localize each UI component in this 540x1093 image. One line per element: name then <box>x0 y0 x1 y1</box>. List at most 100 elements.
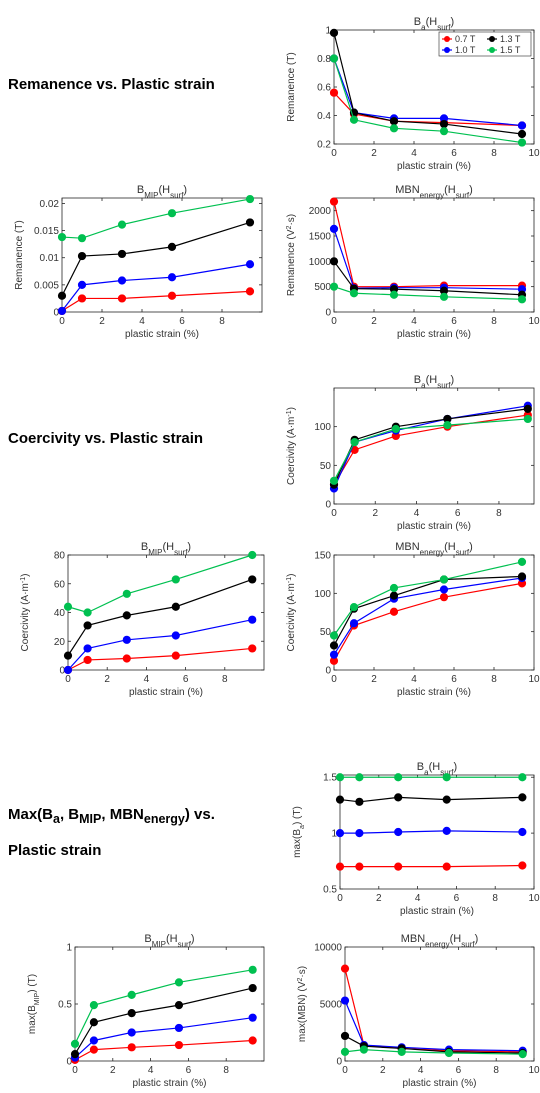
data-point-1_3T <box>517 129 527 139</box>
data-point-1_0T <box>127 1028 136 1037</box>
data-point-1_5T <box>442 773 451 782</box>
y-tick-label: 0.005 <box>34 280 59 291</box>
data-point-1_5T <box>329 54 339 63</box>
legend-label-1_5T: 1.5 T <box>500 45 521 55</box>
data-point-1_0T <box>77 280 87 289</box>
data-point-1_0T <box>89 1036 99 1045</box>
data-point-1_3T <box>63 651 73 660</box>
chart-title: BMIP(Hsurf) <box>137 184 187 200</box>
data-point-1_5T <box>397 1047 406 1056</box>
x-tick-label: 0 <box>342 1065 348 1076</box>
y-tick-label: 0.8 <box>317 54 331 65</box>
x-tick-label: 0 <box>65 674 71 685</box>
data-point-1_3T <box>57 291 67 300</box>
legend-box <box>438 31 532 57</box>
chart-coercivity-mbn: 0 2 4 6 8 10050100150MBNenergy(Hsurf)plastic … <box>286 541 540 698</box>
x-tick-label: 6 <box>451 148 457 159</box>
chart-title: Ba(Hsurf) <box>417 761 457 777</box>
data-point-0_7T <box>389 607 399 616</box>
data-point-1_5T <box>329 282 339 291</box>
heading-remanence: Remanence vs. Plastic strain <box>8 76 215 93</box>
data-point-0_7T <box>248 644 257 653</box>
data-point-1_0T <box>518 827 527 837</box>
data-point-1_3T <box>355 797 364 806</box>
x-tick-label: 0 <box>337 893 343 904</box>
x-tick-label: 2 <box>371 316 377 327</box>
x-tick-label: 0 <box>331 508 337 519</box>
y-tick-label: 0 <box>325 666 331 677</box>
y-tick-label: 0 <box>53 308 59 319</box>
x-tick-label: 6 <box>454 893 460 904</box>
data-point-1_0T <box>349 619 359 628</box>
y-tick-label: 20 <box>54 637 66 648</box>
data-point-1_3T <box>389 117 399 126</box>
data-point-1_5T <box>171 575 180 584</box>
data-point-1_0T <box>248 615 257 624</box>
x-tick-label: 4 <box>411 674 417 685</box>
y-tick-label: 0 <box>59 666 65 677</box>
data-point-0_7T <box>117 294 127 303</box>
y-tick-label: 40 <box>54 608 66 619</box>
x-tick-label: 4 <box>411 316 417 327</box>
x-tick-label: 2 <box>376 893 382 904</box>
chart-title: Ba(Hsurf) <box>414 374 454 390</box>
data-point-1_3T <box>127 1009 136 1018</box>
data-point-1_3T <box>394 793 403 802</box>
data-point-1_0T <box>171 631 180 640</box>
data-point-1_5T <box>83 608 92 617</box>
plot-frame <box>333 554 535 671</box>
data-point-1_3T <box>329 28 339 37</box>
y-tick-label: 1 <box>66 943 72 954</box>
plot-frame <box>74 946 265 1062</box>
data-point-1_5T <box>359 1045 369 1054</box>
x-tick-label: 10 <box>528 893 540 904</box>
x-tick-label: 0 <box>331 148 337 159</box>
x-tick-label: 8 <box>491 148 497 159</box>
data-point-0_7T <box>439 593 449 602</box>
data-point-0_7T <box>77 294 87 303</box>
legend-marker-0_7T <box>444 36 450 42</box>
y-tick-label: 10000 <box>314 943 342 954</box>
data-point-0_7T <box>335 862 345 871</box>
x-tick-label: 6 <box>455 508 461 519</box>
x-tick-label: 6 <box>183 674 189 685</box>
x-tick-label: 0 <box>59 316 65 327</box>
data-point-1_5T <box>439 127 449 136</box>
data-point-1_3T <box>518 793 527 802</box>
chart-remanence-ba: 0 2 4 6 8 10 0.2 0.4 0.6 0.8 1 Ba(Hsurf) plastic str… <box>286 16 540 172</box>
data-point-1_5T <box>518 1050 527 1059</box>
y-tick-label: 0 <box>325 308 331 319</box>
data-point-1_0T <box>329 224 339 234</box>
x-tick-label: 8 <box>222 674 228 685</box>
data-point-1_5T <box>444 1048 454 1058</box>
y-tick-label: 1500 <box>309 232 332 243</box>
data-point-1_3T <box>167 242 177 251</box>
data-point-0_7T <box>340 964 350 973</box>
chart-coercivity-ba: 0 2 4 6 8 0 50 100 Ba(Hsurf) plastic strain (%) Co… <box>286 374 535 532</box>
x-tick-label: 10 <box>528 148 540 159</box>
y-tick-label: 0 <box>325 500 331 511</box>
x-tick-label: 0 <box>331 316 337 327</box>
chart-remanence-bmip: 0 2 4 6 8 0 0.005 0.01 0.015 0.02 BMIP(Hsurf) plast… <box>14 184 263 340</box>
data-point-0_7T <box>394 862 403 871</box>
legend-label-1_0T: 1.0 T <box>455 45 476 55</box>
data-point-1_5T <box>391 424 400 434</box>
y-tick-label: 500 <box>314 282 331 293</box>
x-tick-label: 6 <box>186 1065 192 1076</box>
data-point-1_0T <box>517 121 527 130</box>
data-point-1_3T <box>329 257 339 266</box>
data-point-1_5T <box>523 414 532 424</box>
x-axis-label: plastic strain (%) <box>397 687 471 698</box>
data-point-0_7T <box>245 287 255 296</box>
data-point-1_3T <box>171 602 180 611</box>
chart-max-ba: 0 2 4 6 8 10 0.5 1 1.5 Ba(Hsurf) plastic strain (%… <box>292 761 540 917</box>
y-tick-label: 0.5 <box>58 1000 72 1011</box>
data-point-1_5T <box>518 773 527 782</box>
data-point-1_0T <box>174 1023 184 1033</box>
x-axis-label: plastic strain (%) <box>133 1078 207 1089</box>
x-tick-label: 2 <box>104 674 110 685</box>
data-point-1_0T <box>57 306 67 316</box>
data-point-1_0T <box>122 635 131 644</box>
data-point-1_3T <box>517 572 527 581</box>
